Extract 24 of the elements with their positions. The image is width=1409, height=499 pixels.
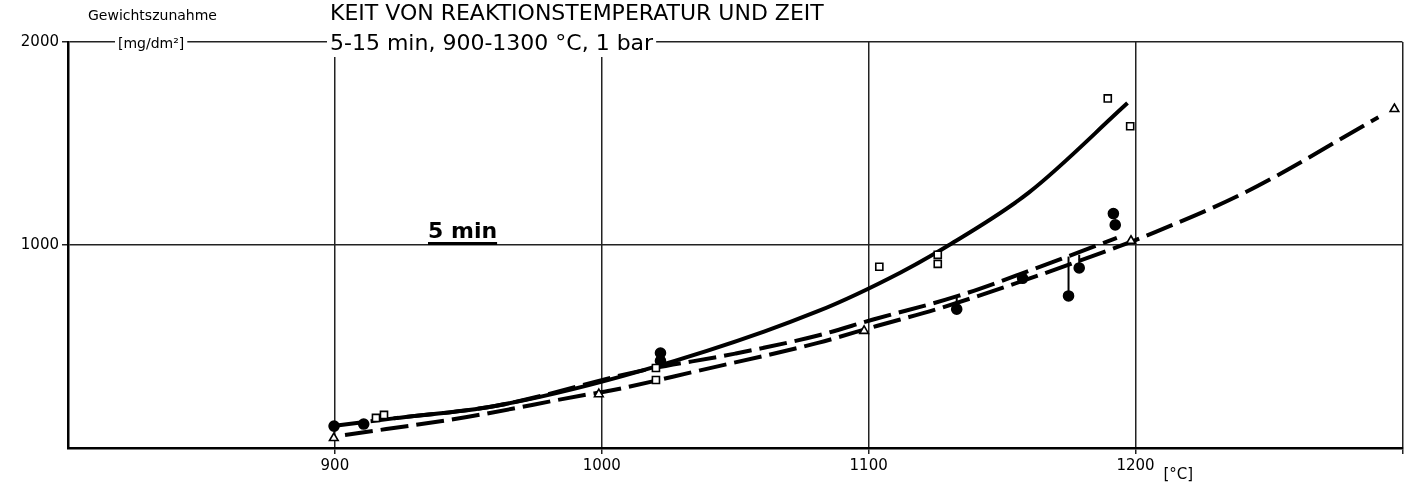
point: [328, 420, 340, 432]
point: [933, 250, 943, 260]
chart-subtitle: 5-15 min, 900-1300 °C, 1 bar: [330, 29, 655, 55]
point: [874, 262, 884, 272]
point: [357, 418, 370, 430]
point: [858, 325, 870, 335]
y-tick-label: 2000: [20, 31, 59, 50]
y-axis-title: Gewichtszunahme [mg/dm²]: [88, 6, 217, 51]
point: [1107, 207, 1120, 220]
point: [1389, 103, 1400, 113]
point: [1125, 121, 1135, 131]
x-tick-label: 900: [320, 455, 350, 474]
annotation: 5 min: [428, 218, 498, 243]
chart-title: KEIT VON REAKTIONSTEMPERATUR UND ZEIT: [330, 0, 825, 25]
point: [593, 388, 604, 398]
x-axis-title: [°C]: [1163, 464, 1194, 483]
point: [1103, 94, 1113, 103]
point: [933, 259, 943, 269]
x-tick-label: 1200: [1116, 455, 1155, 474]
point: [1125, 234, 1137, 245]
x-tick-label: 1000: [582, 455, 621, 474]
point: [328, 432, 339, 442]
x-tick-label: 1100: [849, 455, 888, 474]
point: [1109, 219, 1122, 231]
